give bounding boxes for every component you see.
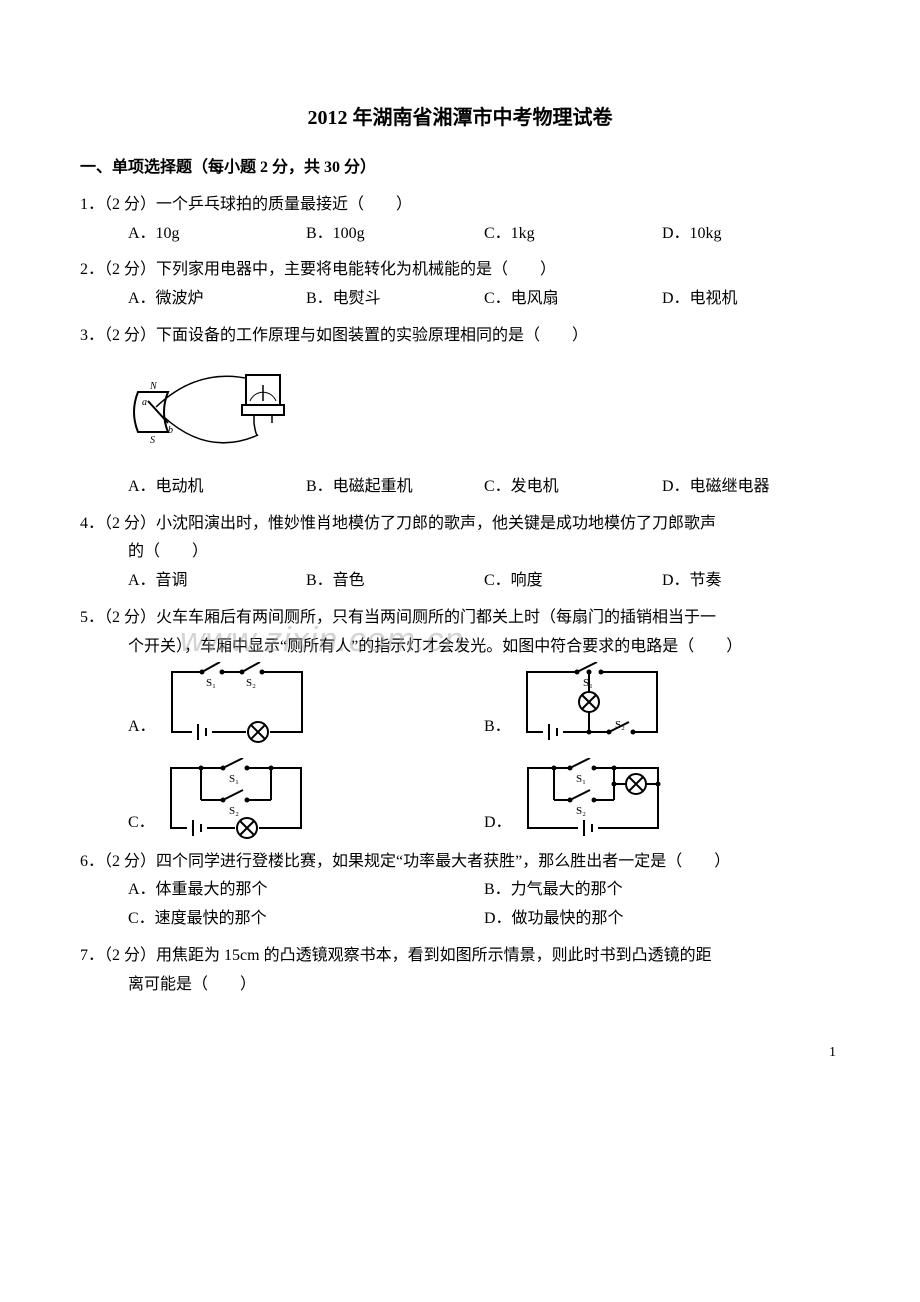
- q5-num: 5: [80, 609, 88, 626]
- circuit-c-icon: S₁ S₂: [161, 758, 311, 840]
- q5-label-d: D．: [484, 809, 512, 840]
- circuit-a-icon: S₁ S₂: [162, 662, 312, 744]
- q5-circuit-d: D． S₁ S₂: [484, 758, 840, 840]
- svg-text:a: a: [142, 397, 147, 408]
- q5-label-a: A．: [128, 713, 156, 744]
- q5-label-c: C．: [128, 809, 155, 840]
- q6-opt-b: B．力气最大的那个: [484, 876, 840, 905]
- q1-num: 1: [80, 196, 88, 213]
- q3-figure: N S a b: [128, 357, 840, 467]
- q6-opt-a: A．体重最大的那个: [128, 876, 484, 905]
- q2-stem: 2．（2 分）下列家用电器中，主要将电能转化为机械能的是（ ）: [80, 256, 840, 285]
- q6-stem: 6．（2 分）四个同学进行登楼比赛，如果规定“功率最大者获胜”，那么胜出者一定是…: [80, 848, 840, 877]
- svg-text:S₂: S₂: [576, 805, 586, 817]
- q1-opt-d: D．10kg: [662, 220, 840, 249]
- q3-opt-c: C．发电机: [484, 473, 662, 502]
- q2-opt-b: B．电熨斗: [306, 285, 484, 314]
- q2-num: 2: [80, 261, 88, 278]
- q7-stem: 7．（2 分）用焦距为 15cm 的凸透镜观察书本，看到如图所示情景，则此时书到…: [80, 942, 840, 971]
- q6-opt-c: C．速度最快的那个: [128, 905, 484, 934]
- q4-stem: 4．（2 分）小沈阳演出时，惟妙惟肖地模仿了刀郎的歌声，他关键是成功地模仿了刀郎…: [80, 510, 840, 539]
- q4-opt-a: A．音调: [128, 567, 306, 596]
- question-3: 3．（2 分）下面设备的工作原理与如图装置的实验原理相同的是（ ） N S a …: [80, 322, 840, 502]
- question-1: 1．（2 分）一个乒乓球拍的质量最接近（ ） A．10g B．100g C．1k…: [80, 191, 840, 249]
- q1-stem: 1．（2 分）一个乒乓球拍的质量最接近（ ）: [80, 191, 840, 220]
- q3-opt-a: A．电动机: [128, 473, 306, 502]
- question-5: 5．（2 分）火车车厢后有两间厕所，只有当两间厕所的门都关上时（每扇门的插销相当…: [80, 604, 840, 840]
- q1-text: 一个乒乓球拍的质量最接近（ ）: [156, 196, 412, 213]
- q7-pts: （2 分）: [104, 947, 156, 964]
- circuit-b-icon: S₁ S₂: [517, 662, 667, 744]
- q4-opt-c: C．响度: [484, 567, 662, 596]
- q3-text: 下面设备的工作原理与如图装置的实验原理相同的是（ ）: [156, 327, 588, 344]
- q2-pts: （2 分）: [104, 261, 156, 278]
- circuit-d-icon: S₁ S₂: [518, 758, 668, 840]
- section-heading: 一、单项选择题（每小题 2 分，共 30 分）: [80, 154, 840, 183]
- q6-pts: （2 分）: [104, 853, 156, 870]
- q1-pts: （2 分）: [104, 196, 156, 213]
- q2-opt-a: A．微波炉: [128, 285, 306, 314]
- question-6: 6．（2 分）四个同学进行登楼比赛，如果规定“功率最大者获胜”，那么胜出者一定是…: [80, 848, 840, 934]
- q4-text: 小沈阳演出时，惟妙惟肖地模仿了刀郎的歌声，他关键是成功地模仿了刀郎歌声: [156, 515, 716, 532]
- svg-text:S₁: S₁: [576, 773, 586, 785]
- q1-opt-b: B．100g: [306, 220, 484, 249]
- galvanometer-magnet-icon: N S a b: [128, 357, 308, 467]
- svg-text:b: b: [168, 425, 173, 436]
- q1-opt-c: C．1kg: [484, 220, 662, 249]
- q3-num: 3: [80, 327, 88, 344]
- q6-options: A．体重最大的那个 B．力气最大的那个 C．速度最快的那个 D．做功最快的那个: [128, 876, 840, 934]
- q5-circuit-c: C． S₁ S₂: [128, 758, 484, 840]
- q3-options: A．电动机 B．电磁起重机 C．发电机 D．电磁继电器: [128, 473, 840, 502]
- q3-stem: 3．（2 分）下面设备的工作原理与如图装置的实验原理相同的是（ ）: [80, 322, 840, 351]
- q6-opt-d: D．做功最快的那个: [484, 905, 840, 934]
- q7-text: 用焦距为 15cm 的凸透镜观察书本，看到如图所示情景，则此时书到凸透镜的距: [156, 947, 712, 964]
- q5-stem: 5．（2 分）火车车厢后有两间厕所，只有当两间厕所的门都关上时（每扇门的插销相当…: [80, 604, 840, 633]
- q4-pts: （2 分）: [104, 515, 156, 532]
- q1-options: A．10g B．100g C．1kg D．10kg: [128, 220, 840, 249]
- page-number: 1: [80, 1040, 840, 1065]
- question-7: 7．（2 分）用焦距为 15cm 的凸透镜观察书本，看到如图所示情景，则此时书到…: [80, 942, 840, 1000]
- svg-text:S₁: S₁: [206, 677, 216, 689]
- svg-text:N: N: [149, 381, 158, 392]
- q5-circuit-b: B． S₁ S₂: [484, 662, 840, 744]
- q4-opt-b: B．音色: [306, 567, 484, 596]
- q5-stem-line2: 个开关），车厢中显示“厕所有人”的指示灯才会发光。如图中符合要求的电路是（ ）: [128, 633, 840, 662]
- q4-stem-line2: 的（ ）: [128, 538, 840, 567]
- svg-text:S₂: S₂: [615, 719, 625, 731]
- q7-num: 7: [80, 947, 88, 964]
- q2-text: 下列家用电器中，主要将电能转化为机械能的是（ ）: [156, 261, 556, 278]
- svg-text:S₁: S₁: [229, 773, 239, 785]
- q2-opt-c: C．电风扇: [484, 285, 662, 314]
- q5-pts: （2 分）: [104, 609, 156, 626]
- q3-opt-d: D．电磁继电器: [662, 473, 840, 502]
- q6-num: 6: [80, 853, 88, 870]
- q2-opt-d: D．电视机: [662, 285, 840, 314]
- q3-opt-b: B．电磁起重机: [306, 473, 484, 502]
- q1-opt-a: A．10g: [128, 220, 306, 249]
- q6-text: 四个同学进行登楼比赛，如果规定“功率最大者获胜”，那么胜出者一定是（ ）: [156, 853, 730, 870]
- q4-options: A．音调 B．音色 C．响度 D．节奏: [128, 567, 840, 596]
- q5-label-b: B．: [484, 713, 511, 744]
- q5-circuit-a: A． S₁ S₂: [128, 662, 484, 744]
- q5-circuit-options: A． S₁ S₂: [128, 662, 840, 840]
- svg-text:S₂: S₂: [229, 805, 239, 817]
- q5-text: 火车车厢后有两间厕所，只有当两间厕所的门都关上时（每扇门的插销相当于一: [156, 609, 716, 626]
- q7-stem-line2: 离可能是（ ）: [128, 971, 840, 1000]
- q3-pts: （2 分）: [104, 327, 156, 344]
- page-title: 2012 年湖南省湘潭市中考物理试卷: [80, 100, 840, 136]
- svg-text:S₂: S₂: [246, 677, 256, 689]
- question-2: 2．（2 分）下列家用电器中，主要将电能转化为机械能的是（ ） A．微波炉 B．…: [80, 256, 840, 314]
- question-4: 4．（2 分）小沈阳演出时，惟妙惟肖地模仿了刀郎的歌声，他关键是成功地模仿了刀郎…: [80, 510, 840, 596]
- q4-opt-d: D．节奏: [662, 567, 840, 596]
- q2-options: A．微波炉 B．电熨斗 C．电风扇 D．电视机: [128, 285, 840, 314]
- q4-num: 4: [80, 515, 88, 532]
- svg-text:S: S: [150, 435, 155, 446]
